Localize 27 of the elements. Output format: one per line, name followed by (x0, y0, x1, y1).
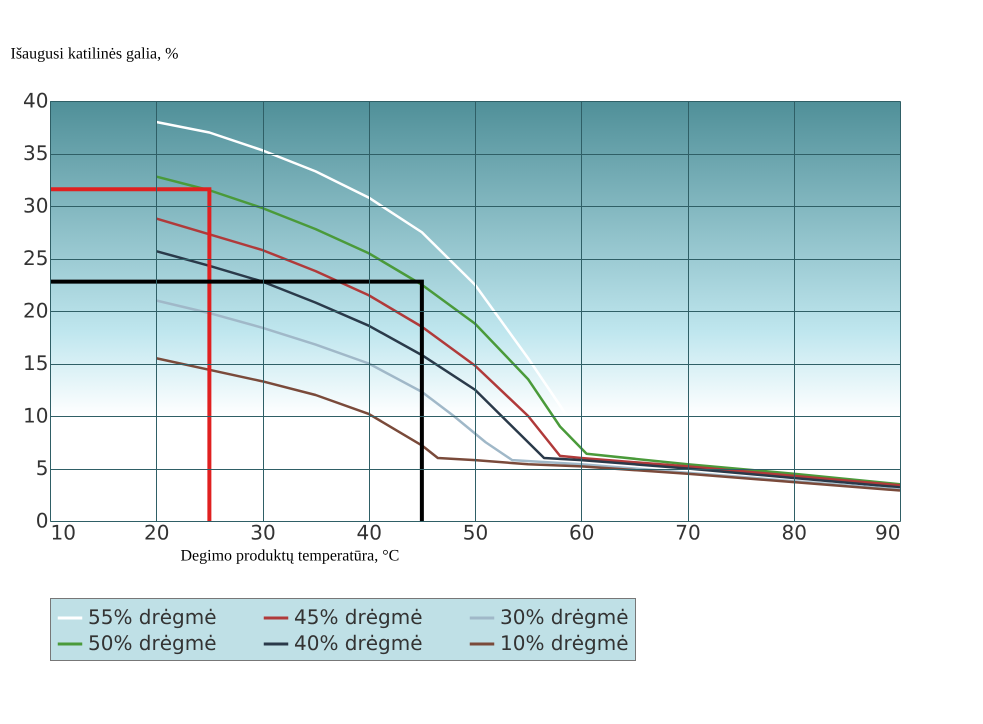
y-tick-label: 10 (23, 404, 48, 428)
y-tick-label: 30 (23, 194, 48, 218)
legend-label: 40% drėgmė (294, 631, 423, 655)
y-tick-label: 20 (23, 298, 48, 322)
y-tick-label: 35 (23, 141, 48, 165)
y-tick-label: 40 (23, 88, 48, 112)
x-tick-label: 50 (462, 520, 488, 544)
x-tick-label: 80 (782, 520, 807, 544)
legend-label: 55% drėgmė (88, 605, 217, 629)
y-axis-title: Išaugusi katilinės galia, % (10, 46, 178, 62)
legend-label: 50% drėgmė (88, 631, 217, 655)
y-tick-label: 0 (36, 508, 48, 532)
legend-label: 30% drėgmė (500, 605, 629, 629)
x-tick-label: 30 (250, 520, 276, 544)
x-tick-label: 40 (356, 520, 382, 544)
y-tick-label: 25 (23, 246, 48, 270)
x-tick-label: 60 (569, 520, 594, 544)
y-tick-label: 15 (23, 351, 48, 375)
y-tick-label: 5 (36, 456, 48, 480)
x-axis-title: Degimo produktų temperatūra, °C (180, 548, 400, 564)
x-tick-label: 70 (675, 520, 701, 544)
x-tick-label: 20 (144, 520, 170, 544)
line-series (155, 357, 902, 492)
x-tick-label: 90 (875, 520, 900, 544)
x-tick-label: 10 (50, 520, 76, 544)
legend-label: 10% drėgmė (500, 631, 629, 655)
legend-label: 45% drėgmė (294, 605, 423, 629)
